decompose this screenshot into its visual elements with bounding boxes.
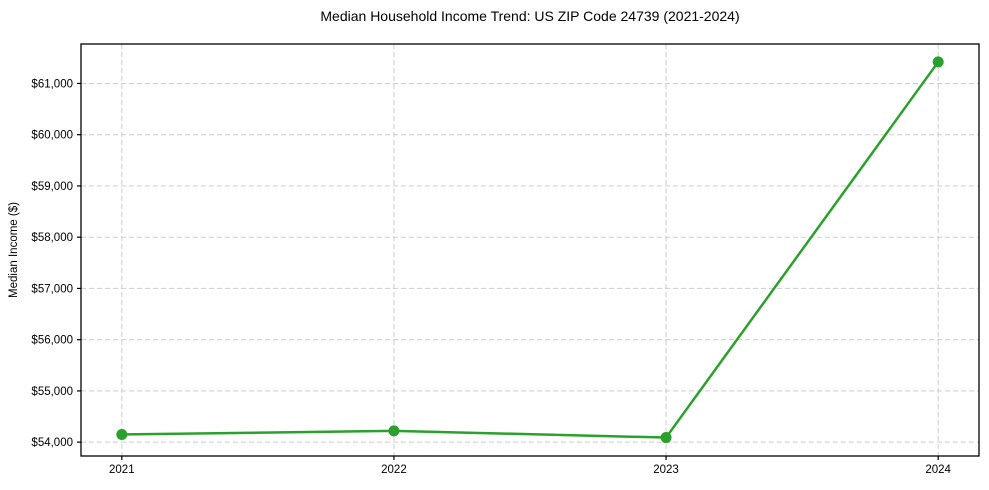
data-point-marker [116, 428, 128, 440]
y-tick-label: $57,000 [31, 283, 73, 295]
y-tick-label: $56,000 [31, 335, 73, 347]
x-tick-label: 2021 [109, 464, 135, 476]
data-point-marker [932, 56, 944, 68]
y-tick-label: $61,000 [31, 78, 73, 90]
x-tick-label: 2023 [653, 464, 679, 476]
y-tick-label: $59,000 [31, 181, 73, 193]
data-point-marker [388, 425, 400, 437]
x-tick-label: 2024 [925, 464, 951, 476]
x-tick-label: 2022 [381, 464, 407, 476]
y-axis-label: Median Income ($) [8, 202, 20, 298]
y-tick-label: $55,000 [31, 386, 73, 398]
plot-border [80, 43, 980, 457]
data-point-marker [660, 432, 672, 444]
chart-title: Median Household Income Trend: US ZIP Co… [320, 8, 740, 24]
y-tick-label: $60,000 [31, 130, 73, 142]
trend-line [120, 60, 940, 439]
y-tick-label: $58,000 [31, 232, 73, 244]
y-tick-label: $54,000 [31, 437, 73, 449]
